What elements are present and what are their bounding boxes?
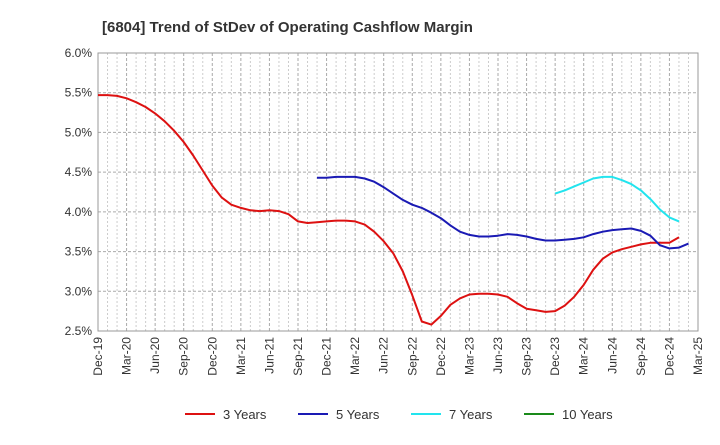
series-line-7-years xyxy=(554,175,680,223)
y-tick-label: 4.0% xyxy=(65,205,93,219)
x-tick-label: Sep-22 xyxy=(405,337,419,376)
y-tick-label: 5.5% xyxy=(65,86,93,100)
x-tick-label: Mar-21 xyxy=(234,337,248,375)
legend-label: 3 Years xyxy=(223,407,267,422)
y-tick-label: 6.0% xyxy=(65,46,93,60)
x-tick-label: Dec-21 xyxy=(320,337,334,376)
legend-label: 10 Years xyxy=(562,407,613,422)
x-tick-label: Sep-23 xyxy=(520,337,534,376)
x-tick-label: Mar-25 xyxy=(691,337,705,375)
plot-frame xyxy=(97,52,699,332)
legend-label: 5 Years xyxy=(336,407,380,422)
x-tick-label: Jun-23 xyxy=(491,337,505,374)
x-tick-label: Dec-19 xyxy=(91,337,105,376)
x-tick-label: Dec-23 xyxy=(548,337,562,376)
x-tick-label: Dec-24 xyxy=(662,337,676,376)
x-tick-label: Sep-24 xyxy=(634,337,648,376)
x-tick-label: Mar-24 xyxy=(577,337,591,375)
x-tick-label: Mar-22 xyxy=(348,337,362,375)
y-tick-label: 2.5% xyxy=(65,324,93,338)
legend-label: 7 Years xyxy=(449,407,493,422)
y-tick-label: 5.0% xyxy=(65,125,93,139)
series-line-3-years xyxy=(98,94,680,326)
x-tick-label: Jun-20 xyxy=(148,337,162,374)
x-tick-label: Mar-20 xyxy=(120,337,134,375)
chart-title: [6804] Trend of StDev of Operating Cashf… xyxy=(102,19,473,36)
series-lines xyxy=(98,94,689,326)
legend: 3 Years 5 Years 7 Years 10 Years xyxy=(185,407,613,422)
x-tick-label: Dec-20 xyxy=(205,337,219,376)
x-tick-label: Jun-21 xyxy=(262,337,276,374)
y-tick-label: 3.0% xyxy=(65,284,93,298)
x-tick-label: Mar-23 xyxy=(462,337,476,375)
grid xyxy=(97,52,699,332)
axes: 2.5% 3.0% 3.5% 4.0% 4.5% 5.0% 5.5% 6.0% Dec-19 Ma… xyxy=(65,46,705,376)
x-tick-label: Sep-21 xyxy=(291,337,305,376)
x-tick-label: Jun-22 xyxy=(377,337,391,374)
x-tick-label: Sep-20 xyxy=(177,337,191,376)
y-tick-label: 3.5% xyxy=(65,245,93,259)
y-tick-label: 4.5% xyxy=(65,165,93,179)
x-tick-label: Jun-24 xyxy=(605,337,619,374)
x-tick-label: Dec-22 xyxy=(434,337,448,376)
series-line-5-years xyxy=(317,175,689,250)
